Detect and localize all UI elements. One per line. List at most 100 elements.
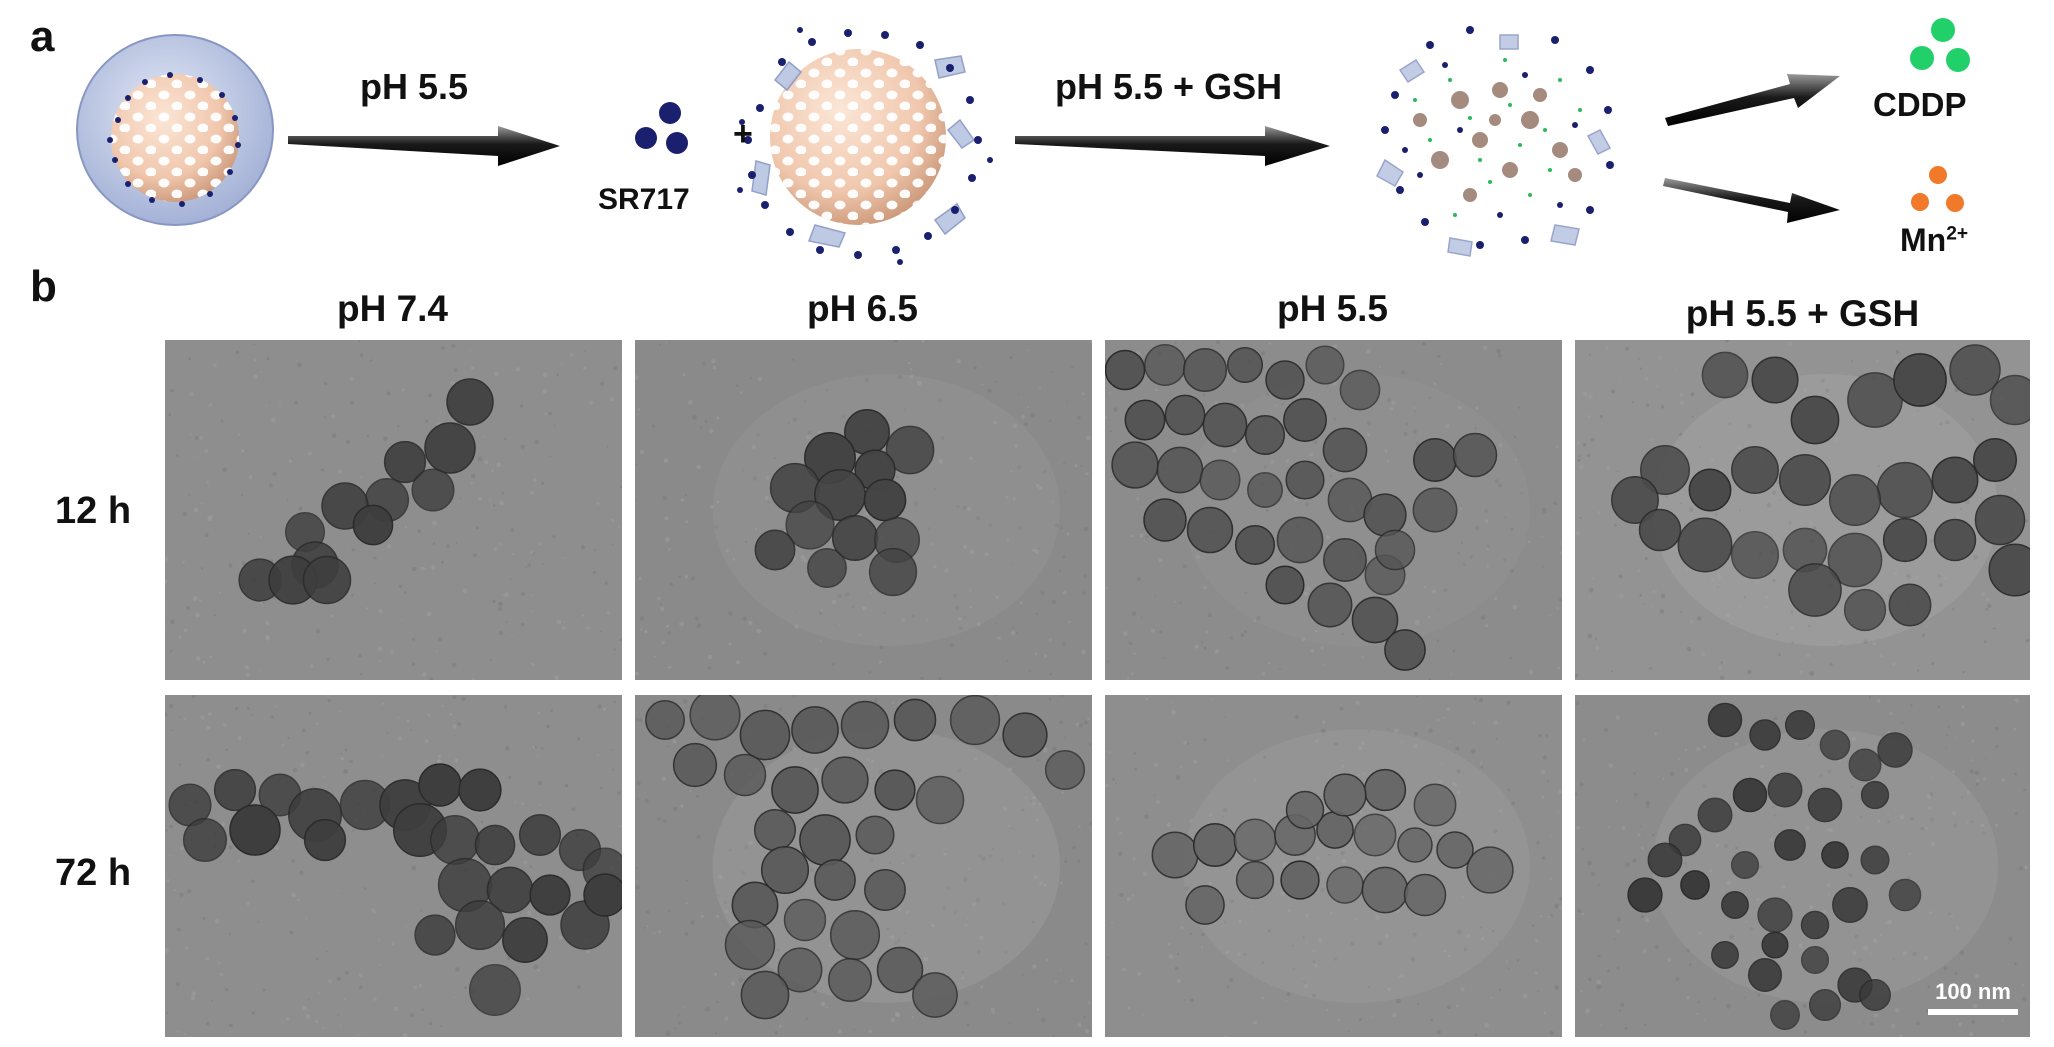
- tem-grain: [1923, 955, 1929, 961]
- tem-grain: [206, 758, 210, 762]
- tem-grain: [344, 970, 349, 975]
- tem-grain: [1492, 929, 1495, 933]
- tem-grain: [862, 606, 867, 611]
- tem-grain: [411, 662, 416, 666]
- tem-grain: [1872, 642, 1876, 646]
- tem-grain: [958, 617, 962, 621]
- tem-grain: [1726, 880, 1732, 886]
- tem-particle: [1247, 472, 1283, 508]
- tem-grain: [1340, 850, 1345, 856]
- tem-grain: [908, 361, 911, 365]
- tem-grain: [640, 450, 645, 455]
- tem-grain: [1887, 730, 1891, 734]
- tem-grain: [1809, 671, 1815, 676]
- tem-grain: [286, 498, 289, 501]
- tem-grain: [1899, 1034, 1902, 1037]
- tem-grain: [2001, 778, 2006, 782]
- tem-particle: [840, 700, 890, 750]
- tem-grain: [1089, 821, 1092, 826]
- tem-grain: [185, 946, 189, 950]
- tem-particle: [1285, 790, 1325, 830]
- tem-grain: [1144, 535, 1148, 539]
- tem-grain: [1713, 997, 1716, 1000]
- tem-grain: [461, 697, 466, 702]
- tem-image-72h-ph-7-4-graphic: [165, 695, 622, 1037]
- tem-grain: [1637, 569, 1641, 573]
- tem-grain: [791, 358, 794, 361]
- tem-grain: [1201, 640, 1204, 644]
- tem-grain: [613, 366, 618, 371]
- tem-grain: [973, 365, 977, 370]
- tem-grain: [1430, 1018, 1433, 1022]
- tem-grain: [974, 757, 978, 761]
- tem-particle: [1185, 885, 1225, 925]
- tem-particle: [1186, 506, 1234, 554]
- tem-grain: [1644, 557, 1648, 561]
- tem-grain: [736, 660, 740, 665]
- tem-grain: [1807, 744, 1810, 747]
- tem-grain: [421, 1008, 425, 1011]
- tem-grain: [409, 1013, 414, 1018]
- tem-grain: [1537, 734, 1542, 738]
- tem-grain: [173, 888, 176, 892]
- tem-grain: [1210, 698, 1213, 701]
- tem-grain: [1503, 558, 1506, 562]
- tem-grain: [1031, 854, 1035, 858]
- tem-grain: [358, 653, 363, 658]
- tem-grain: [1378, 365, 1381, 368]
- tem-grain: [961, 976, 964, 980]
- tem-grain: [1460, 504, 1463, 507]
- tem-grain: [1826, 883, 1831, 887]
- tem-grain: [1890, 1024, 1895, 1028]
- tem-grain: [327, 698, 331, 702]
- tem-grain: [1617, 652, 1619, 655]
- tem-grain: [1070, 978, 1074, 983]
- tem-grain: [259, 536, 262, 539]
- tem-grain: [1756, 898, 1760, 902]
- tem-grain: [858, 633, 861, 636]
- tem-grain: [700, 914, 704, 918]
- tem-grain: [1386, 460, 1390, 463]
- tem-particle: [1233, 818, 1277, 862]
- tem-grain: [1805, 653, 1810, 658]
- tem-grain: [597, 704, 602, 709]
- tem-grain: [1226, 985, 1230, 989]
- tem-grain: [636, 780, 641, 786]
- tem-grain: [794, 624, 799, 629]
- tem-grain: [696, 834, 701, 839]
- tem-grain: [964, 616, 967, 619]
- tem-grain: [1428, 678, 1431, 680]
- tem-grain: [431, 565, 436, 570]
- tem-grain: [1597, 883, 1600, 886]
- tem-grain: [1616, 929, 1620, 934]
- tem-grain: [1204, 630, 1208, 634]
- tem-grain: [1716, 574, 1722, 580]
- tem-grain: [1536, 840, 1540, 845]
- tem-particle: [1888, 878, 1922, 912]
- tem-grain: [539, 804, 541, 806]
- tem-grain: [1885, 922, 1888, 925]
- tem-grain: [308, 711, 312, 715]
- tem-grain: [352, 829, 355, 832]
- tem-grain: [1174, 966, 1179, 971]
- tem-grain: [1703, 745, 1706, 749]
- tem-grain: [511, 635, 513, 638]
- tem-grain: [767, 501, 770, 504]
- tem-grain: [1688, 507, 1694, 512]
- tem-particle: [474, 824, 516, 866]
- tem-grain: [997, 636, 1001, 640]
- tem-particle: [1143, 498, 1187, 542]
- tem-grain: [526, 997, 530, 1001]
- tem-particle: [1144, 344, 1186, 386]
- tem-grain: [644, 791, 647, 794]
- tem-grain: [515, 367, 521, 372]
- tem-grain: [206, 725, 211, 730]
- tem-grain: [1697, 1001, 1700, 1004]
- tem-grain: [1588, 394, 1593, 399]
- tem-grain: [778, 707, 782, 711]
- tem-particle: [1860, 780, 1890, 810]
- tem-grain: [1947, 912, 1952, 916]
- tem-grain: [1463, 947, 1468, 952]
- tem-grain: [1143, 540, 1146, 542]
- tem-particle: [1832, 887, 1868, 923]
